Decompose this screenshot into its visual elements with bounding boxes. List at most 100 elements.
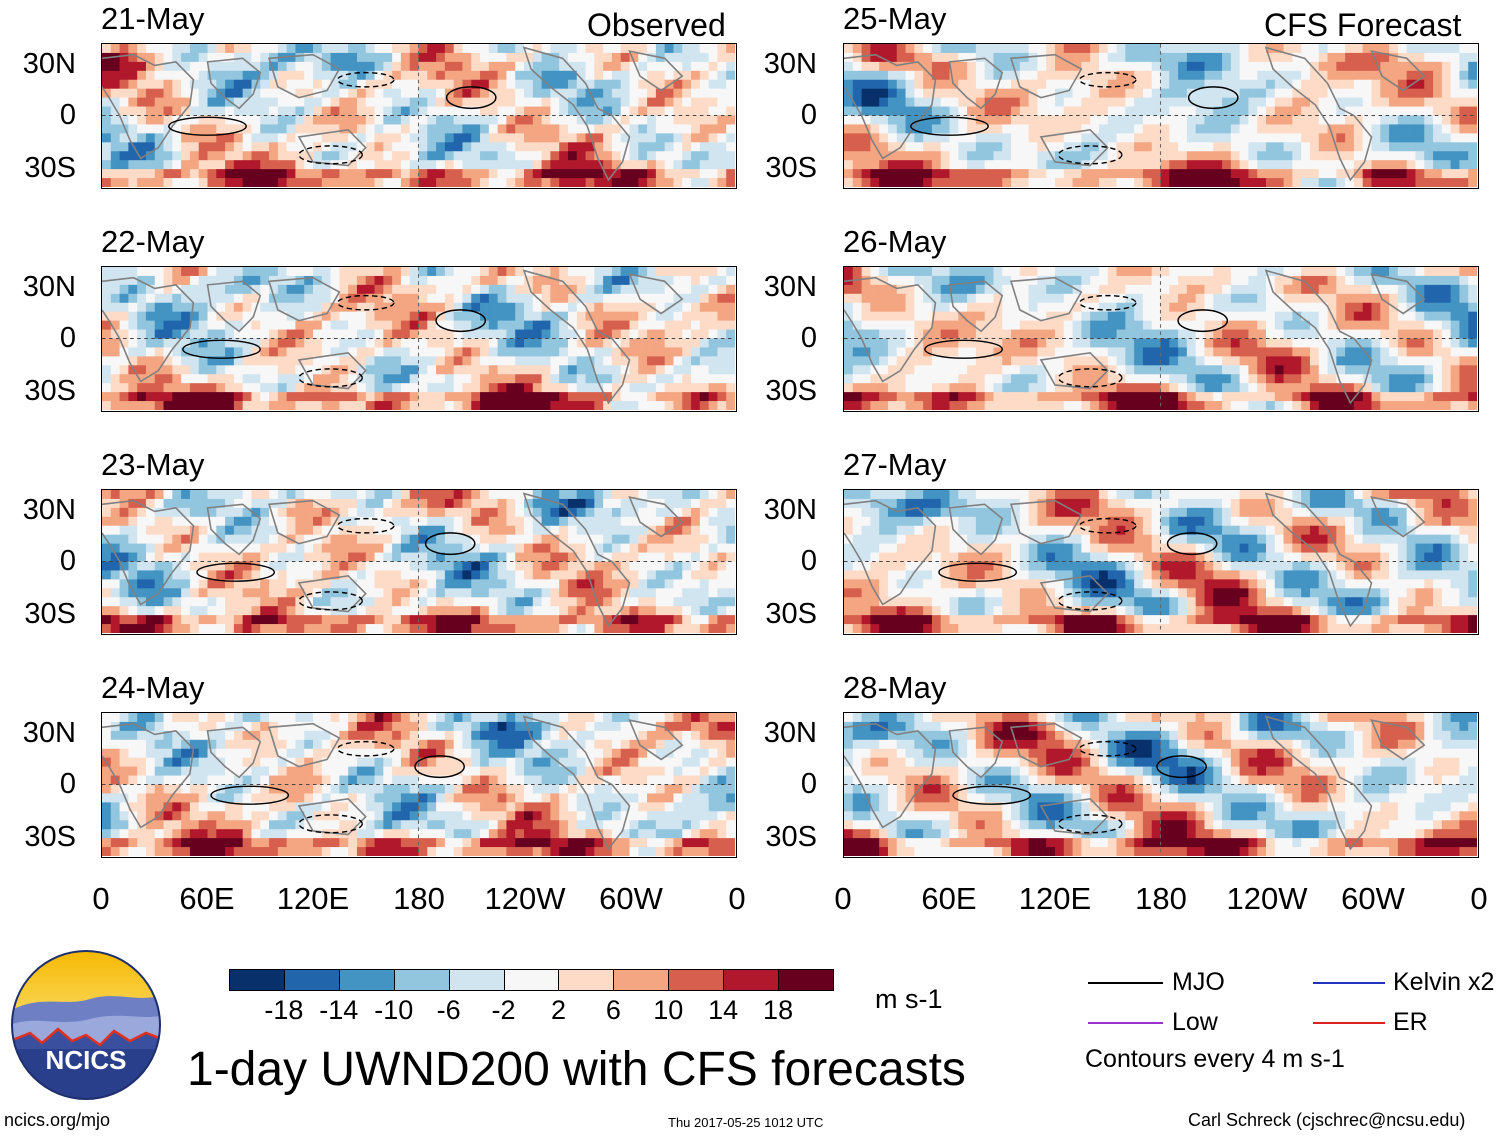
field-cell	[400, 160, 411, 170]
field-cell	[682, 757, 692, 768]
field-cell	[374, 392, 384, 402]
field-cell	[655, 838, 666, 848]
field-cell	[629, 383, 639, 393]
field-cell	[304, 267, 314, 277]
field-cell	[550, 293, 560, 304]
field-cell	[374, 847, 384, 856]
field-cell	[154, 829, 165, 839]
field-cell	[304, 802, 314, 812]
field-cell	[216, 392, 226, 402]
field-cell	[717, 169, 727, 179]
field-cell	[251, 311, 261, 322]
field-cell	[576, 365, 587, 375]
field-cell	[949, 61, 959, 72]
field-cell	[436, 739, 446, 750]
field-cell	[119, 311, 129, 322]
field-cell	[365, 730, 376, 741]
field-cell	[286, 615, 296, 625]
field-cell	[567, 490, 578, 500]
field-cell	[365, 784, 376, 794]
field-cell	[392, 401, 402, 410]
field-cell	[137, 588, 147, 598]
field-cell	[233, 498, 244, 509]
field-cell	[313, 561, 323, 571]
field-cell	[620, 552, 631, 563]
field-cell	[348, 52, 358, 63]
field-cell	[137, 284, 147, 295]
field-cell	[541, 757, 551, 768]
coastline	[297, 351, 367, 390]
field-cell	[603, 739, 613, 750]
field-cell	[655, 606, 666, 616]
field-cell	[392, 302, 402, 313]
field-cell	[260, 338, 270, 348]
field-cell	[726, 721, 735, 732]
field-cell	[603, 124, 613, 134]
field-cell	[497, 401, 507, 410]
field-cell	[717, 178, 727, 187]
field-cell	[233, 793, 244, 803]
field-cell	[585, 516, 595, 527]
field-cell	[392, 802, 402, 812]
mjo-contour	[435, 309, 487, 333]
field-cell	[365, 721, 376, 732]
field-cell	[603, 507, 613, 518]
field-cell	[480, 498, 490, 509]
field-cell	[480, 570, 490, 580]
field-cell	[682, 721, 692, 732]
field-cell	[673, 820, 683, 830]
field-cell	[726, 88, 735, 99]
field-cell	[251, 97, 261, 108]
field-cell	[304, 507, 314, 518]
field-cell	[119, 151, 129, 161]
field-cell	[137, 79, 147, 90]
field-cell	[603, 356, 613, 366]
field-cell	[304, 347, 314, 357]
field-cell	[400, 525, 411, 536]
field-cell	[620, 88, 631, 99]
field-cell	[480, 838, 490, 848]
field-cell	[844, 61, 854, 72]
y-tick-label: 0	[800, 99, 817, 131]
field-cell	[260, 365, 270, 375]
field-cell	[339, 302, 349, 313]
field-cell	[365, 811, 376, 821]
field-cell	[348, 838, 358, 848]
field-cell	[515, 766, 525, 777]
field-cell	[400, 516, 411, 527]
field-cell	[137, 293, 147, 304]
field-cell	[567, 61, 578, 72]
y-tick-label: 30N	[22, 48, 76, 80]
field-cell	[691, 516, 701, 527]
field-cell	[163, 151, 173, 161]
field-cell	[225, 507, 235, 518]
field-cell	[655, 401, 666, 410]
field-cell	[480, 106, 490, 117]
field-cell	[418, 88, 428, 99]
field-cell	[550, 320, 560, 331]
field-cell	[137, 516, 147, 527]
field-cell	[567, 347, 578, 357]
field-cell	[374, 588, 384, 598]
field-cell	[348, 847, 358, 856]
field-cell	[392, 516, 402, 527]
field-cell	[392, 730, 402, 741]
field-cell	[154, 88, 165, 99]
field-cell	[374, 721, 384, 732]
field-cell	[488, 365, 499, 375]
field-cell	[260, 133, 270, 143]
field-cell	[708, 133, 718, 143]
field-cell	[110, 133, 121, 143]
field-cell	[207, 606, 217, 616]
field-cell	[365, 490, 376, 500]
field-cell	[172, 293, 182, 304]
field-cell	[409, 552, 420, 563]
field-cell	[638, 267, 648, 277]
field-cell	[708, 61, 718, 72]
mjo-contour	[336, 740, 395, 757]
field-cell	[137, 739, 147, 750]
field-cell	[251, 88, 261, 99]
field-cell	[550, 88, 560, 99]
field-cell	[110, 490, 121, 500]
field-cell	[559, 561, 569, 571]
